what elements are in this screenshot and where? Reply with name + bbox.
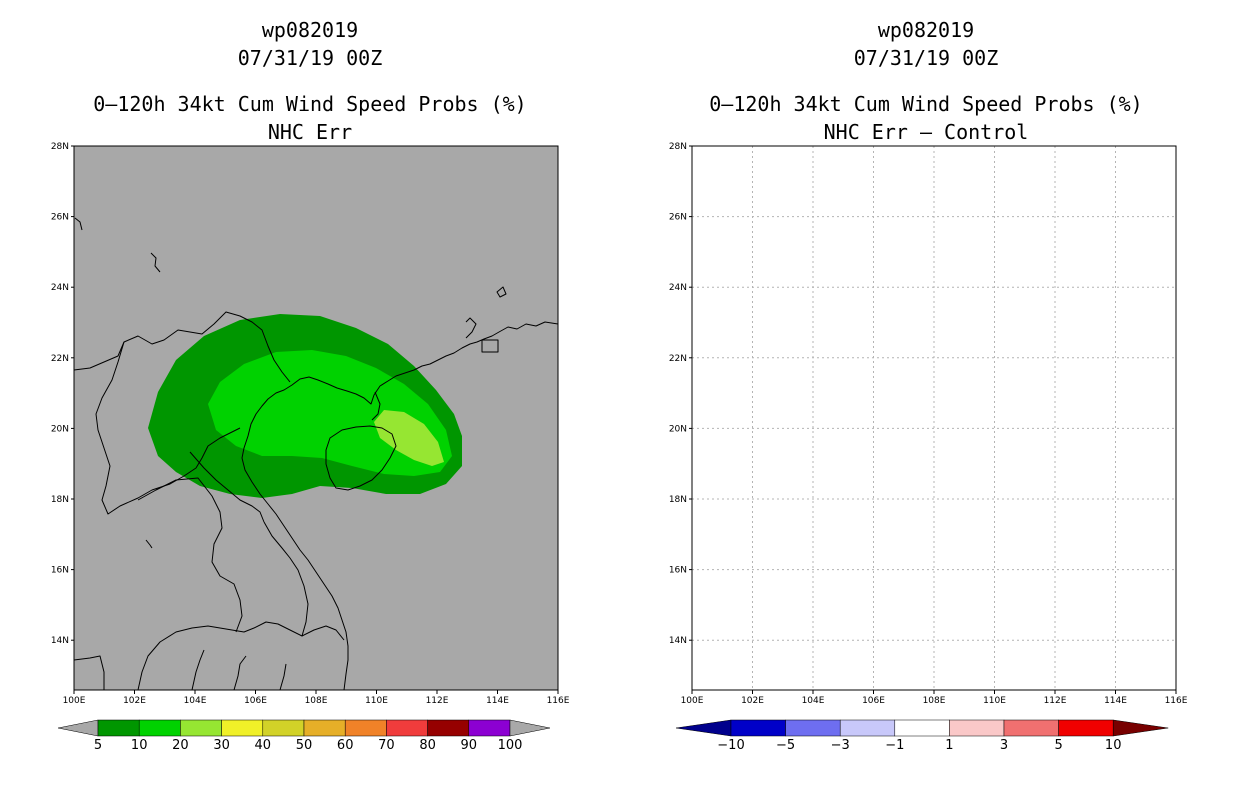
right-lat-label: 16N	[669, 566, 687, 576]
left-lat-label: 14N	[51, 636, 69, 646]
left-subtitle: NHC Err	[267, 120, 353, 144]
colorbar-swatch	[1058, 719, 1114, 737]
colorbar-label: 5	[1054, 738, 1062, 753]
colorbar-swatch	[262, 719, 305, 737]
colorbar-end-right	[509, 719, 551, 737]
left-lat-label: 18N	[51, 495, 69, 505]
right-lat-label: 28N	[669, 142, 687, 152]
left-lon-label: 104E	[184, 696, 207, 706]
colorbar-end-left	[675, 719, 732, 737]
colorbar-swatch	[221, 719, 264, 737]
colorbar-swatch	[949, 719, 1005, 737]
colorbar-swatch	[344, 719, 387, 737]
right-lon-label: 100E	[681, 696, 704, 706]
left-lon-label: 112E	[426, 696, 449, 706]
colorbar-swatch	[468, 719, 511, 737]
colorbar-swatch	[1003, 719, 1059, 737]
right-lat-label: 14N	[669, 636, 687, 646]
colorbar-swatch	[97, 719, 140, 737]
left-product-title: 0–120h 34kt Cum Wind Speed Probs (%)	[93, 92, 527, 116]
right-lon-label: 116E	[1165, 696, 1188, 706]
left-lon-label: 100E	[63, 696, 86, 706]
colorbar-label: 70	[378, 738, 395, 753]
colorbar-label: −5	[776, 738, 795, 753]
colorbar-end-right	[1112, 719, 1169, 737]
colorbar-swatch	[894, 719, 950, 737]
left-lat-label: 26N	[51, 213, 69, 223]
left-map-panel: 28N 26N 24N 22N 20N 18N 16N 14N 100E 102E 104E 106E…	[51, 142, 570, 706]
left-lon-label: 106E	[244, 696, 267, 706]
right-lon-label: 104E	[802, 696, 825, 706]
colorbar-label: −10	[717, 738, 744, 753]
left-lat-label: 16N	[51, 566, 69, 576]
right-lon-label: 114E	[1104, 696, 1127, 706]
left-lon-label: 110E	[365, 696, 388, 706]
right-lon-label: 102E	[741, 696, 764, 706]
left-storm-id: wp082019	[261, 18, 359, 42]
right-lon-label: 110E	[983, 696, 1006, 706]
prob-contour-20	[374, 410, 444, 466]
colorbar-label: 50	[296, 738, 313, 753]
colorbar-swatch	[303, 719, 346, 737]
colorbar-label: 80	[419, 738, 436, 753]
colorbar-label: 10	[131, 738, 148, 753]
right-lat-label: 20N	[669, 424, 687, 434]
left-lon-label: 114E	[486, 696, 509, 706]
colorbar-label: 40	[255, 738, 272, 753]
left-lat-label: 20N	[51, 424, 69, 434]
left-lon-label: 102E	[123, 696, 146, 706]
colorbar-label: 10	[1105, 738, 1122, 753]
left-lat-label: 24N	[51, 283, 69, 293]
right-lat-label: 18N	[669, 495, 687, 505]
colorbar-swatch	[785, 719, 841, 737]
right-lon-label: 112E	[1044, 696, 1067, 706]
right-lat-label: 26N	[669, 213, 687, 223]
colorbar-swatch	[138, 719, 181, 737]
colorbar-label: 1	[945, 738, 953, 753]
right-lat-label: 24N	[669, 283, 687, 293]
left-datetime: 07/31/19 00Z	[237, 46, 383, 70]
colorbar-label: 3	[1000, 738, 1008, 753]
colorbar-swatch	[180, 719, 222, 737]
colorbar-label: 90	[461, 738, 478, 753]
right-map-panel: 28N 26N 24N 22N 20N 18N 16N 14N 100E 102E 104E 106E…	[669, 142, 1188, 706]
right-storm-id: wp082019	[877, 18, 975, 42]
colorbar-end-left	[57, 719, 99, 737]
right-lon-label: 106E	[862, 696, 885, 706]
right-datetime: 07/31/19 00Z	[853, 46, 999, 70]
left-lon-label: 116E	[547, 696, 570, 706]
colorbar-label: 100	[498, 738, 523, 753]
colorbar-label: 20	[172, 738, 189, 753]
right-lat-label: 22N	[669, 354, 687, 364]
left-lat-label: 28N	[51, 142, 69, 152]
left-colorbar: 5 10 20 30 40 50 60 70 80 90 100	[57, 719, 551, 753]
colorbar-label: 60	[337, 738, 354, 753]
colorbar-label: 30	[213, 738, 230, 753]
right-lon-label: 108E	[923, 696, 946, 706]
colorbar-swatch	[386, 719, 428, 737]
colorbar-label: 5	[94, 738, 102, 753]
right-subtitle: NHC Err – Control	[823, 120, 1029, 144]
colorbar-swatch	[839, 719, 896, 737]
colorbar-swatch	[730, 719, 786, 737]
right-product-title: 0–120h 34kt Cum Wind Speed Probs (%)	[709, 92, 1143, 116]
colorbar-label: −3	[831, 738, 850, 753]
left-lat-label: 22N	[51, 354, 69, 364]
colorbar-swatch	[427, 719, 470, 737]
right-colorbar: −10 −5 −3 −1 1 3 5 10	[675, 719, 1169, 753]
left-lon-label: 108E	[305, 696, 328, 706]
colorbar-label: −1	[885, 738, 904, 753]
